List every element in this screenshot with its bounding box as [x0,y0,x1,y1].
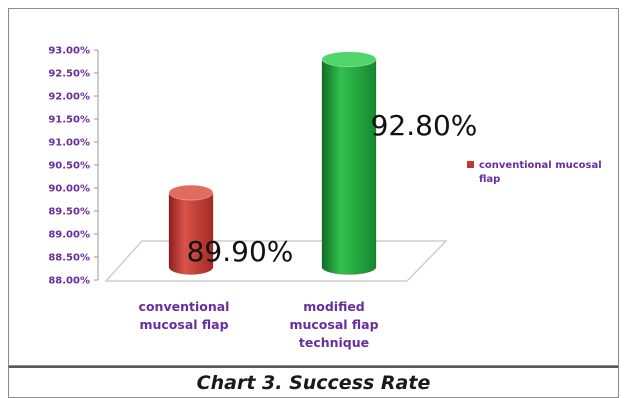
y-tick-label: 89.50% [48,207,90,218]
y-tick-label: 90.50% [48,161,90,172]
x-tick-label: modified mucosal flap technique [289,299,378,350]
y-tick-label: 92.50% [48,69,90,80]
y-tick-label: 92.00% [48,92,90,103]
y-tick-label: 90.00% [48,184,90,195]
chart-frame: 93.00% 92.50% 92.00% 91.50% 91.00% 90.50% 90.0… [8,8,619,366]
data-label: 89.90% [187,235,294,268]
x-tick-label: conventional mucosal flap [139,299,230,332]
y-tick-label: 88.00% [48,276,90,287]
bar-top [321,51,377,68]
bar-body [321,58,377,275]
success-rate-chart: 93.00% 92.50% 92.00% 91.50% 91.00% 90.50% 90.0… [48,46,602,351]
y-tick-label: 93.00% [48,46,90,57]
y-tick-label: 91.00% [48,138,90,149]
legend: conventional mucosal flap [467,160,602,185]
bar-conventional [168,184,214,275]
data-label: 92.80% [371,109,478,142]
bar-modified [321,51,377,275]
legend-swatch [467,161,474,168]
legend-label: conventional mucosal flap [479,160,602,185]
y-tick-label: 88.50% [48,253,90,264]
y-tick-label: 91.50% [48,115,90,126]
chart-caption: Chart 3. Success Rate [196,371,431,394]
bar-body [168,192,214,275]
bar-top [168,184,214,201]
y-tick-label: 89.00% [48,230,90,241]
caption-box: Chart 3. Success Rate [8,366,619,398]
